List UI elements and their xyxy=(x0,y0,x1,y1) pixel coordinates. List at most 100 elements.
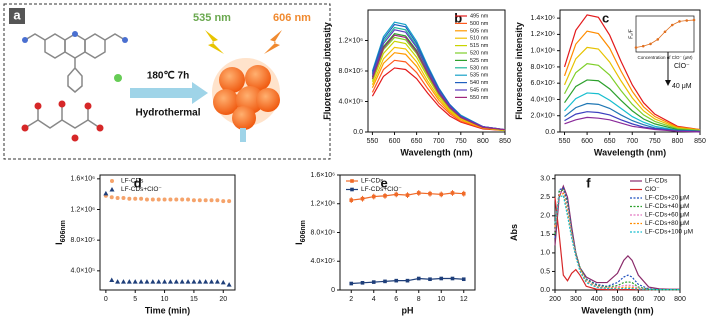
panel-label: c xyxy=(602,10,609,25)
y-tick-label: 8.0×10⁵ xyxy=(70,237,95,244)
legend-label: 550 nm xyxy=(470,95,489,101)
point xyxy=(109,187,115,192)
point xyxy=(209,198,214,203)
y-tick-label: 4.0×10⁵ xyxy=(70,268,95,275)
point xyxy=(350,187,354,192)
x-tick-label: 5 xyxy=(133,296,137,303)
legend-label: 525 nm xyxy=(470,58,489,64)
point xyxy=(110,179,114,183)
y-tick-label: 4.0×10⁵ xyxy=(310,258,335,265)
series-line xyxy=(563,46,701,131)
x-tick-label: 200 xyxy=(549,296,561,303)
point xyxy=(168,197,173,202)
point xyxy=(115,196,120,200)
y-tick-label: 1.6×10⁶ xyxy=(311,172,336,179)
series xyxy=(371,34,506,131)
inset-point xyxy=(663,30,667,34)
panel-label: a xyxy=(13,7,21,22)
y-tick-label: 8.0×10⁵ xyxy=(310,229,335,236)
x-tick-label: 850 xyxy=(499,138,511,145)
y-axis-label-text: Fluorescence intensity xyxy=(514,22,524,120)
y-axis-label: I606nm xyxy=(54,220,66,245)
point xyxy=(180,197,185,202)
series-line xyxy=(563,63,701,131)
series-line xyxy=(554,187,680,291)
inset-y-label: F₀/F xyxy=(628,29,634,39)
series xyxy=(103,193,232,204)
legend-label: 535 nm xyxy=(470,73,489,79)
x-tick-label: 600 xyxy=(389,138,401,145)
point xyxy=(109,195,114,200)
legend-label: 540 nm xyxy=(470,80,489,86)
panel-label: f xyxy=(586,175,591,190)
y-axis-label: I606nm xyxy=(294,220,306,245)
point xyxy=(150,279,156,284)
point xyxy=(144,197,149,202)
x-tick-label: 6 xyxy=(394,296,398,303)
x-tick-label: 10 xyxy=(161,296,169,303)
point xyxy=(103,190,109,196)
y-tick-label: 1.2×10⁶ xyxy=(531,31,556,38)
arrow-stub xyxy=(240,128,246,142)
point xyxy=(120,279,126,284)
legend-label: LF-CDs+ClO⁻ xyxy=(121,186,162,193)
point xyxy=(220,279,226,285)
y-axis-label-text: I xyxy=(54,242,64,245)
series-line xyxy=(564,92,701,132)
x-tick-label: 550 xyxy=(367,138,379,145)
legend-label: LF-CDs+100 μM xyxy=(645,229,693,236)
legend-label: 545 nm xyxy=(470,87,489,93)
y-tick-label: 1.5 xyxy=(540,231,550,238)
legend-label: 515 nm xyxy=(470,43,489,49)
legend-label: 520 nm xyxy=(470,50,489,56)
x-tick-label: 700 xyxy=(433,138,445,145)
emission-bolt xyxy=(264,30,282,54)
y-axis-label-sub: 606nm xyxy=(300,220,307,242)
y-axis-label: Fluorescence intensity xyxy=(514,22,524,120)
series-line xyxy=(371,34,506,131)
series-line xyxy=(371,29,506,131)
y-axis-label-text: Abs xyxy=(509,224,519,241)
x-tick-label: 750 xyxy=(455,138,467,145)
x-tick-label: 800 xyxy=(672,138,684,145)
series-line xyxy=(563,30,701,131)
y-axis-label: Fluorescence intensity xyxy=(322,22,332,120)
y-tick-label: 6.0×10⁵ xyxy=(530,80,555,87)
legend-label: 505 nm xyxy=(470,28,489,34)
point xyxy=(127,196,132,201)
series xyxy=(371,67,506,132)
series-line xyxy=(371,59,506,132)
series xyxy=(554,189,680,291)
series xyxy=(371,59,506,132)
y-tick-label: 0.0 xyxy=(545,129,555,136)
point xyxy=(139,196,144,201)
series xyxy=(563,14,701,131)
series xyxy=(563,46,701,131)
x-tick-label: 2 xyxy=(349,296,353,303)
condition: 180℃ 7h xyxy=(147,71,189,82)
series-line xyxy=(554,189,680,291)
point xyxy=(150,197,155,202)
x-tick-label: 400 xyxy=(591,296,603,303)
y-tick-label: 0 xyxy=(331,287,335,294)
method: Hydrothermal xyxy=(135,108,200,119)
legend-label: LF-CDs+ClO⁻ xyxy=(361,186,402,193)
point xyxy=(156,197,161,202)
y-tick-label: 1.2×10⁶ xyxy=(71,206,96,213)
x-tick-label: 750 xyxy=(649,138,661,145)
panel-label: e xyxy=(381,175,388,190)
x-axis-label: pH xyxy=(402,305,414,315)
y-axis-label: Abs xyxy=(509,224,519,241)
point xyxy=(197,198,202,203)
inset-point xyxy=(685,19,689,22)
point xyxy=(191,279,197,284)
point xyxy=(121,196,126,200)
x-tick-label: 0 xyxy=(104,296,108,303)
point xyxy=(191,198,196,203)
molecule-dye xyxy=(22,31,128,93)
legend-label: LF-CDs+60 μM xyxy=(645,212,689,219)
x-tick-label: 600 xyxy=(632,296,644,303)
legend-label: LF-CDs+80 μM xyxy=(645,220,689,227)
panel-c-annotation-arrow xyxy=(665,52,671,86)
